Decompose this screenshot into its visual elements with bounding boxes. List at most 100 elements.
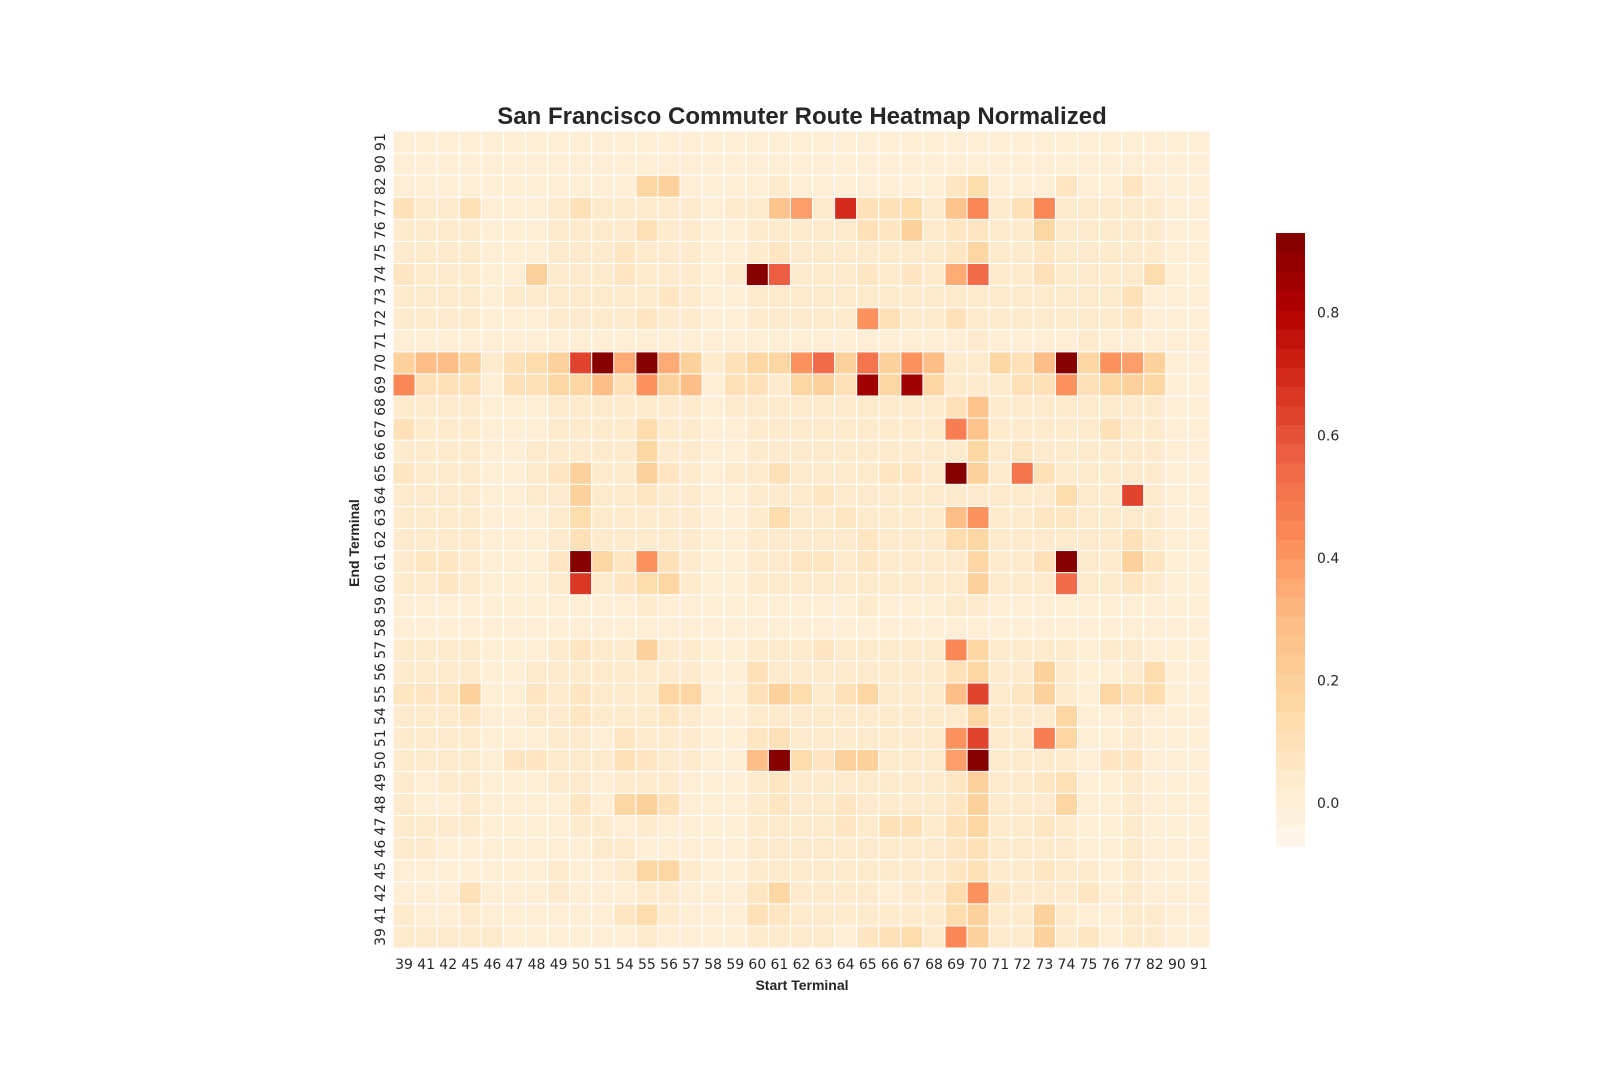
heatmap-cell-58-68: [701, 395, 725, 419]
heatmap-cell-57-57: [679, 638, 703, 662]
heatmap-cell-49-61: [547, 550, 571, 574]
heatmap-cell-46-91: [480, 130, 504, 154]
heatmap-cell-72-65: [1010, 461, 1034, 485]
heatmap-cell-65-39: [856, 925, 880, 949]
heatmap-cell-61-58: [767, 616, 791, 640]
heatmap-cell-74-41: [1054, 903, 1079, 927]
heatmap-cell-61-69: [767, 373, 791, 397]
heatmap-cell-67-63: [900, 505, 924, 529]
heatmap-cell-49-72: [547, 307, 571, 331]
heatmap-cell-71-75: [988, 240, 1012, 264]
heatmap-cell-68-68: [922, 395, 946, 419]
heatmap-cell-56-65: [657, 461, 681, 485]
heatmap-cell-82-67: [1143, 417, 1167, 441]
heatmap-cell-71-39: [988, 925, 1012, 949]
heatmap-cell-75-55: [1077, 682, 1101, 706]
heatmap-cell-72-72: [1010, 307, 1034, 331]
heatmap-cell-58-61: [701, 550, 725, 574]
heatmap-cell-90-67: [1165, 417, 1189, 441]
heatmap-cell-68-61: [922, 550, 946, 574]
heatmap-cell-69-68: [944, 395, 968, 419]
heatmap-cell-66-72: [878, 307, 902, 331]
colorbar-segment: [1276, 654, 1305, 675]
heatmap-cell-74-69: [1054, 373, 1079, 397]
heatmap-cell-65-61: [856, 550, 880, 574]
heatmap-cell-90-59: [1165, 594, 1189, 618]
heatmap-cell-60-72: [745, 307, 769, 331]
heatmap-cell-72-61: [1010, 550, 1034, 574]
heatmap-cell-47-48: [502, 792, 526, 817]
heatmap-cell-61-50: [767, 748, 791, 772]
heatmap-cell-72-75: [1010, 240, 1034, 264]
y-tick-label: 56: [373, 663, 389, 681]
colorbar-segment: [1276, 731, 1305, 751]
y-tick-label: 75: [373, 244, 389, 262]
heatmap-cell-61-60: [767, 572, 791, 596]
heatmap-cell-74-56: [1054, 660, 1079, 684]
heatmap-cell-63-47: [812, 815, 836, 839]
heatmap-cell-56-66: [657, 439, 681, 463]
heatmap-cell-51-62: [591, 527, 615, 552]
heatmap-cell-73-59: [1032, 594, 1056, 618]
heatmap-cell-55-48: [635, 792, 659, 817]
heatmap-cell-67-59: [900, 594, 924, 618]
heatmap-cell-77-69: [1121, 373, 1145, 397]
heatmap-cell-70-64: [966, 483, 990, 507]
heatmap-cell-64-56: [834, 660, 858, 684]
heatmap-cell-51-91: [591, 130, 615, 154]
x-tick-label: 76: [1102, 957, 1120, 973]
heatmap-cell-57-82: [679, 174, 703, 198]
heatmap-cell-75-41: [1077, 903, 1101, 927]
heatmap-cell-57-45: [679, 859, 703, 883]
heatmap-cell-59-91: [723, 130, 747, 154]
heatmap-cell-63-49: [812, 770, 836, 794]
x-tick-label: 58: [704, 957, 722, 973]
heatmap-cell-61-67: [767, 417, 791, 441]
heatmap-cell-62-91: [789, 130, 814, 154]
y-tick-label: 51: [373, 729, 389, 747]
heatmap-cell-42-75: [436, 240, 460, 264]
heatmap-cell-47-75: [502, 240, 526, 264]
heatmap-cell-62-66: [789, 439, 814, 463]
heatmap-cell-50-65: [569, 461, 593, 485]
heatmap-cell-45-57: [458, 638, 482, 662]
heatmap-cell-45-75: [458, 240, 482, 264]
heatmap-cell-70-74: [966, 262, 990, 287]
x-tick-label: 54: [616, 957, 634, 973]
colorbar-segment: [1276, 616, 1305, 636]
heatmap-cell-71-46: [988, 837, 1012, 861]
heatmap-cell-63-82: [812, 174, 836, 198]
heatmap-cell-70-55: [966, 682, 990, 706]
x-tick-label: 77: [1124, 957, 1142, 973]
heatmap-cell-90-75: [1165, 240, 1189, 264]
heatmap-cell-48-54: [524, 704, 549, 728]
heatmap-cell-68-91: [922, 130, 946, 154]
heatmap-cell-46-46: [480, 837, 504, 861]
colorbar-segment: [1276, 558, 1305, 579]
heatmap-cell-61-68: [767, 395, 791, 419]
heatmap-cell-65-41: [856, 903, 880, 927]
colorbar-segment: [1276, 405, 1305, 426]
heatmap-cell-50-56: [569, 660, 593, 684]
heatmap-cell-90-71: [1165, 329, 1189, 353]
heatmap-cell-58-72: [701, 307, 725, 331]
heatmap-cell-90-62: [1165, 527, 1189, 552]
heatmap-cell-46-73: [480, 285, 504, 309]
heatmap-cell-56-56: [657, 660, 681, 684]
heatmap-cell-73-61: [1032, 550, 1056, 574]
heatmap-cell-42-48: [436, 792, 460, 817]
colorbar-segment: [1276, 673, 1305, 694]
heatmap-cell-65-49: [856, 770, 880, 794]
heatmap-cell-48-76: [524, 218, 549, 242]
heatmap-cell-70-51: [966, 726, 990, 750]
heatmap-cell-91-41: [1187, 903, 1211, 927]
heatmap-cell-46-74: [480, 262, 504, 287]
heatmap-cell-50-47: [569, 815, 593, 839]
heatmap-cell-50-62: [569, 527, 593, 552]
heatmap-cell-39-59: [392, 594, 416, 618]
heatmap-cell-59-74: [723, 262, 747, 287]
heatmap-cell-58-55: [701, 682, 725, 706]
heatmap-cell-39-62: [392, 527, 416, 552]
heatmap-cell-58-65: [701, 461, 725, 485]
heatmap-cell-76-73: [1099, 285, 1123, 309]
